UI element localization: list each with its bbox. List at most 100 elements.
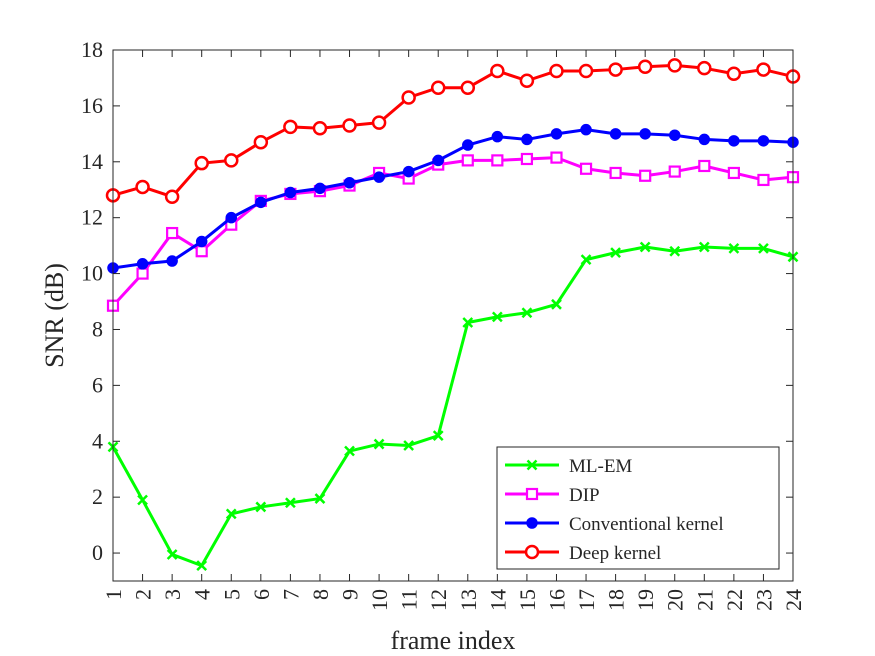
legend-item-dip: DIP xyxy=(505,485,600,506)
data-point-deep-kernel xyxy=(697,60,712,76)
data-point-deep-kernel xyxy=(164,189,180,204)
data-point-dip xyxy=(491,154,504,167)
data-point-ml-em-stroke xyxy=(462,317,474,328)
data-point-dip xyxy=(727,166,740,180)
x-tick-label: 24 xyxy=(781,589,806,611)
data-point-ml-em-stroke xyxy=(314,493,326,504)
legend-item-deep-kernel: Deep kernel xyxy=(505,543,661,564)
x-tick-label: 15 xyxy=(515,589,540,611)
legend-item-ml-em: ML-EM xyxy=(505,456,632,477)
legend-label: Deep kernel xyxy=(569,543,661,564)
data-point-conventional-kernel xyxy=(195,235,208,248)
y-tick-label: 8 xyxy=(92,316,103,341)
data-point-conventional-kernel xyxy=(373,171,385,183)
data-point-ml-em-stroke xyxy=(344,445,355,457)
x-tick-label: 17 xyxy=(574,589,599,611)
data-point-dip xyxy=(609,166,622,180)
data-point-ml-em-stroke xyxy=(166,549,178,560)
x-tick-label: 6 xyxy=(249,589,274,600)
data-point-ml-em xyxy=(462,317,474,328)
data-point-dip xyxy=(668,165,681,178)
data-point-ml-em xyxy=(639,241,651,253)
legend-swatch-marker xyxy=(526,459,538,471)
data-point-deep-kernel xyxy=(194,155,209,171)
data-point-ml-em-stroke xyxy=(728,243,740,254)
series-conventional-kernel xyxy=(107,123,799,274)
x-tick-label: 7 xyxy=(278,589,303,600)
x-tick-label: 10 xyxy=(367,589,392,611)
data-point-ml-em xyxy=(285,497,296,509)
y-tick-label: 6 xyxy=(92,372,103,397)
data-point-ml-em xyxy=(166,549,178,560)
data-point-ml-em-stroke xyxy=(491,311,503,323)
x-tick-label: 8 xyxy=(308,589,333,600)
data-point-deep-kernel xyxy=(756,62,771,77)
x-tick-label: 14 xyxy=(485,589,510,611)
data-point-deep-kernel xyxy=(726,66,742,82)
data-point-conventional-kernel xyxy=(402,165,415,178)
x-tick-label: 16 xyxy=(544,589,569,611)
x-tick-label: 11 xyxy=(397,589,422,610)
data-point-ml-em xyxy=(314,493,326,504)
legend-label: Conventional kernel xyxy=(569,514,724,535)
series-ml-em xyxy=(107,241,799,572)
data-point-conventional-kernel xyxy=(284,186,297,199)
data-point-ml-em xyxy=(225,508,237,520)
data-point-dip xyxy=(136,267,149,280)
data-point-conventional-kernel xyxy=(550,128,563,140)
data-point-conventional-kernel xyxy=(639,128,651,140)
data-point-deep-kernel xyxy=(371,115,387,130)
series-layer xyxy=(105,58,801,572)
data-point-ml-em xyxy=(580,254,592,265)
data-point-ml-em-stroke xyxy=(196,560,208,572)
data-point-deep-kernel xyxy=(637,59,653,75)
data-point-dip xyxy=(195,245,208,258)
y-tick-label: 14 xyxy=(81,149,103,174)
data-point-conventional-kernel xyxy=(343,177,356,189)
data-point-deep-kernel xyxy=(667,58,682,73)
x-tick-label: 13 xyxy=(456,589,481,611)
data-point-ml-em-stroke xyxy=(285,497,296,509)
legend: ML-EM DIP Conventional kernel Deep kernel xyxy=(496,446,780,570)
data-point-ml-em xyxy=(373,438,385,450)
data-point-ml-em xyxy=(491,311,503,323)
data-point-ml-em-stroke xyxy=(758,243,769,254)
data-point-ml-em xyxy=(698,241,710,253)
data-point-ml-em xyxy=(669,245,681,257)
data-point-dip xyxy=(698,159,711,173)
data-point-deep-kernel xyxy=(578,63,594,79)
data-point-deep-kernel xyxy=(312,121,328,136)
data-point-ml-em xyxy=(196,560,208,572)
data-point-deep-kernel xyxy=(490,63,505,79)
data-point-ml-em xyxy=(403,440,415,451)
x-tick-label: 12 xyxy=(426,589,451,611)
y-tick-label: 12 xyxy=(81,205,103,230)
data-point-dip xyxy=(461,154,474,167)
legend-swatch-marker-stroke xyxy=(526,459,538,471)
data-point-ml-em-stroke xyxy=(669,245,681,257)
data-point-conventional-kernel xyxy=(521,133,533,146)
data-point-conventional-kernel xyxy=(314,182,326,195)
data-point-ml-em xyxy=(137,494,148,506)
data-point-ml-em-stroke xyxy=(521,307,533,319)
y-tick-label: 16 xyxy=(81,93,103,118)
data-point-ml-em-stroke xyxy=(225,508,237,520)
legend-swatch-marker xyxy=(526,517,538,529)
legend-swatch-marker xyxy=(525,487,539,501)
data-point-conventional-kernel xyxy=(580,123,592,136)
data-point-conventional-kernel xyxy=(698,133,711,146)
data-point-ml-em xyxy=(432,430,444,442)
data-point-ml-em-stroke xyxy=(137,494,148,506)
data-point-ml-em-stroke xyxy=(639,241,651,253)
data-point-deep-kernel xyxy=(253,134,269,150)
data-point-conventional-kernel xyxy=(728,135,740,147)
data-point-ml-em-stroke xyxy=(403,440,415,451)
y-tick-label: 0 xyxy=(92,540,103,565)
data-point-ml-em-stroke xyxy=(432,430,444,442)
series-deep-kernel xyxy=(105,58,801,204)
data-point-dip xyxy=(639,169,652,182)
legend-box xyxy=(496,446,780,570)
data-point-ml-em xyxy=(728,243,740,254)
data-point-deep-kernel xyxy=(224,153,239,168)
